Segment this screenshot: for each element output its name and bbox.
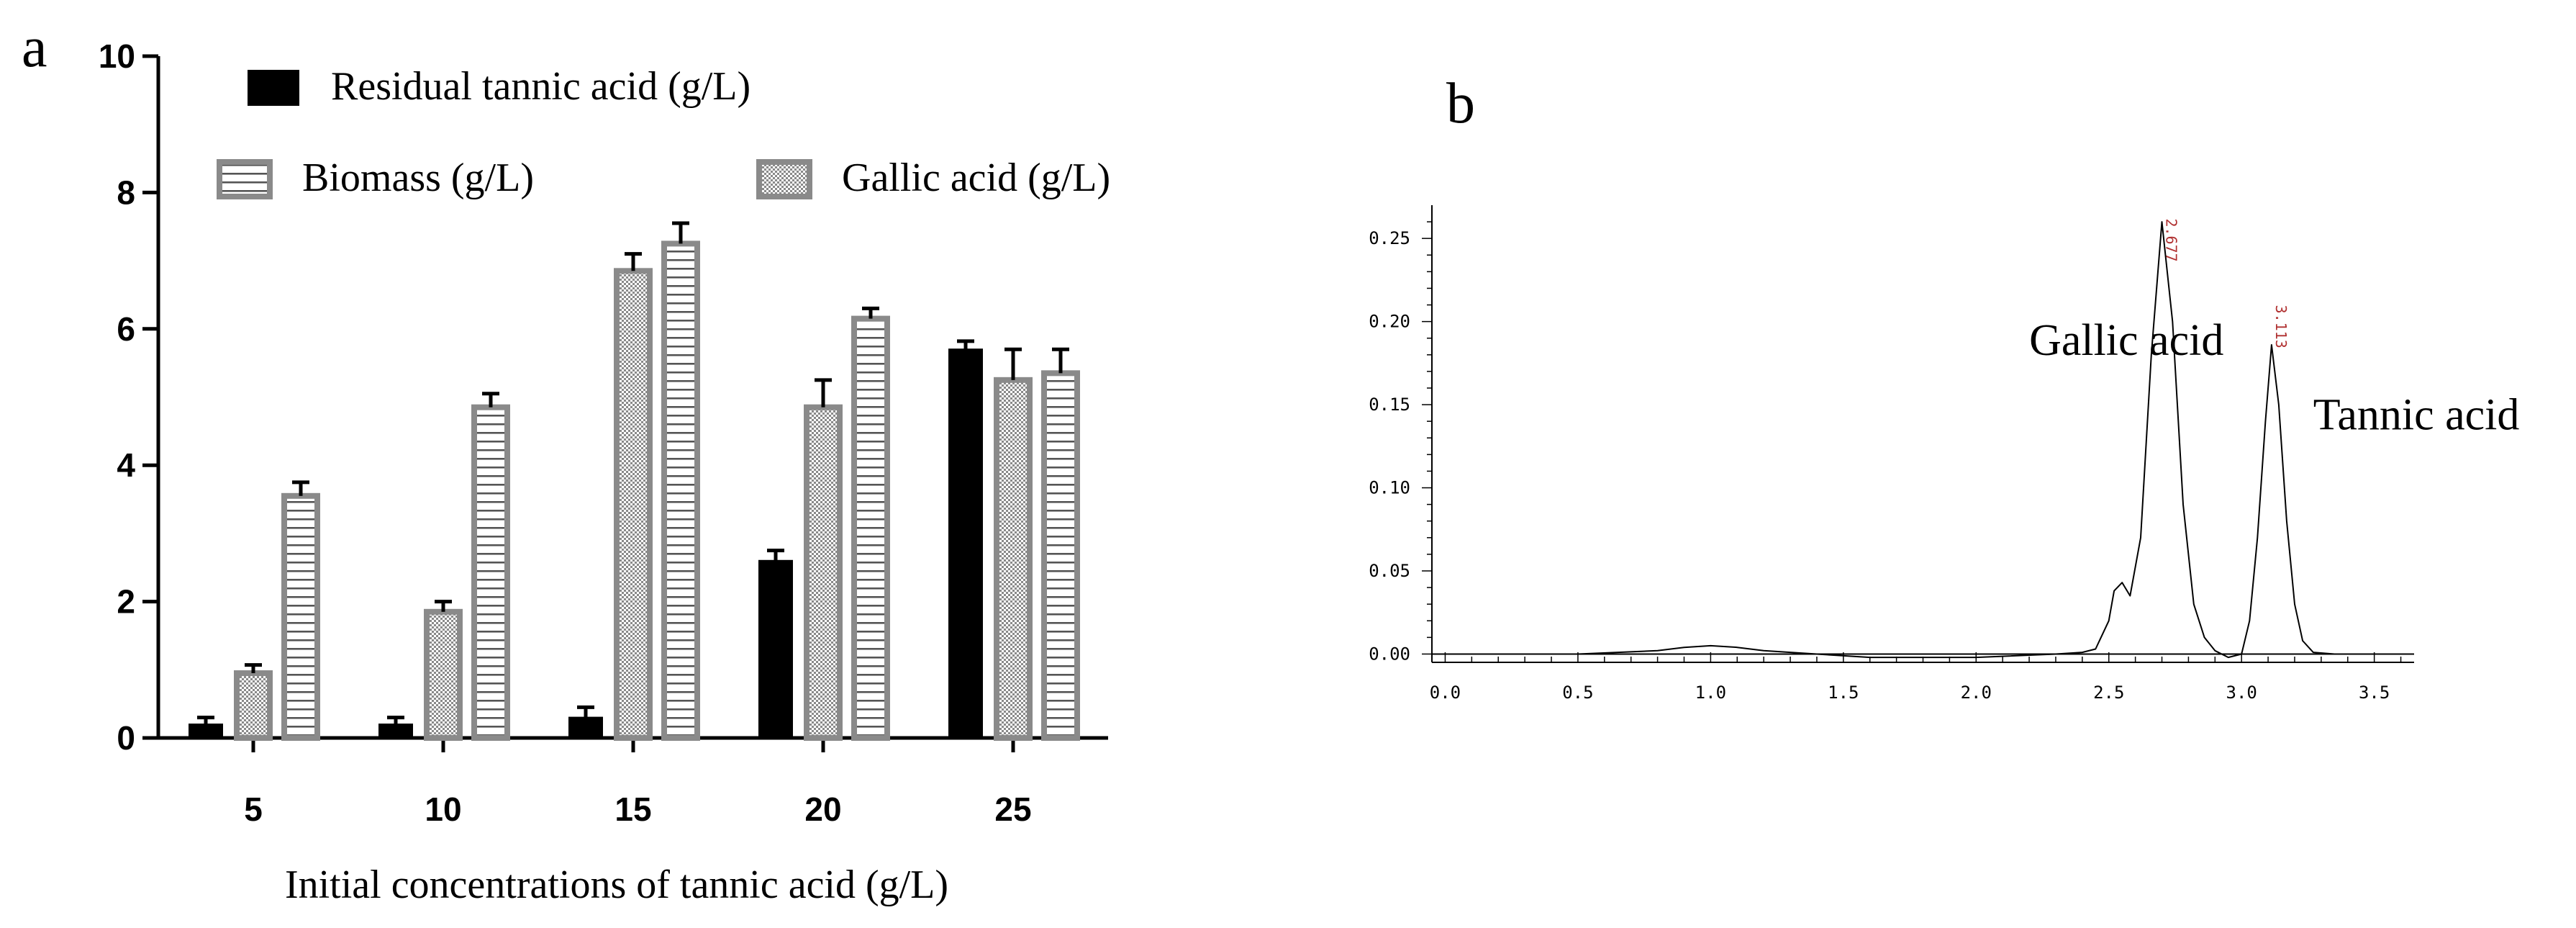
bar xyxy=(1041,370,1080,741)
peak-retention-label: 3.113 xyxy=(2272,305,2290,348)
bar-chart-panel-a: a 0 2 4 6 8 10 5 10 15 20 25 Initial concentratio… xyxy=(22,16,1110,907)
bar xyxy=(804,404,843,742)
bar xyxy=(189,724,223,739)
chromatogram-trace xyxy=(1432,221,2414,659)
chromatogram-axes xyxy=(1422,205,2414,663)
bar xyxy=(234,670,273,741)
x-tick-label: 1.5 xyxy=(1828,683,1859,703)
bar xyxy=(758,559,793,739)
y-tick-label: 0 xyxy=(117,719,135,757)
panel-label-b: b xyxy=(1446,72,1475,135)
x-tick-label: 10 xyxy=(425,790,461,828)
bar xyxy=(281,492,320,741)
bar xyxy=(568,716,603,739)
chromatogram-annotations: 2.677 3.113 Gallic acid Tannic acid xyxy=(2029,218,2519,439)
bar-chart-bars xyxy=(189,221,1080,742)
y-tick-label: 0.25 xyxy=(1369,228,1410,248)
y-tick-label: 0.20 xyxy=(1369,312,1410,332)
x-tick-label: 5 xyxy=(244,790,263,828)
legend-swatch xyxy=(217,159,273,199)
x-tick-label: 0.5 xyxy=(1562,683,1593,703)
bar xyxy=(948,348,983,739)
bar-chart-x-tick-labels: 5 10 15 20 25 xyxy=(244,790,1031,828)
bar xyxy=(424,608,463,741)
chromatogram-x-tick-labels: 0.0 0.5 1.0 1.5 2.0 2.5 3.0 3.5 xyxy=(1430,683,2390,703)
legend-label: Biomass (g/L) xyxy=(302,156,534,200)
y-tick-label: 4 xyxy=(117,446,135,484)
y-tick-label: 8 xyxy=(117,174,135,211)
chromatogram-line xyxy=(1432,221,2414,659)
legend-label: Residual tannic acid (g/L) xyxy=(331,64,750,109)
y-tick-label: 10 xyxy=(99,37,135,75)
bar xyxy=(851,315,890,742)
peak-annotation: Gallic acid xyxy=(2029,316,2223,365)
y-tick-label: 6 xyxy=(117,310,135,348)
bar xyxy=(614,268,653,741)
bar xyxy=(471,404,510,742)
x-tick-label: 25 xyxy=(994,790,1031,828)
y-tick-label: 2 xyxy=(117,583,135,621)
bar-chart-legend: Residual tannic acid (g/L) Gallic acid (g… xyxy=(217,64,1110,200)
x-tick-label: 3.5 xyxy=(2359,683,2390,703)
x-tick-label: 15 xyxy=(614,790,651,828)
peak-annotation: Tannic acid xyxy=(2313,391,2520,440)
bar xyxy=(994,377,1033,741)
legend-swatch xyxy=(248,70,299,106)
y-tick-label: 0.05 xyxy=(1369,561,1410,581)
y-tick-label: 0.00 xyxy=(1369,644,1410,664)
y-tick-label: 0.10 xyxy=(1369,478,1410,498)
y-tick-label: 0.15 xyxy=(1369,395,1410,415)
chromatogram-panel-b: b 0.0 0.5 1.0 1.5 2.0 2.5 3.0 3.5 0.000.050.100… xyxy=(1369,72,2519,703)
bar xyxy=(661,240,700,741)
x-tick-label: 2.0 xyxy=(1961,683,1992,703)
peak-retention-label: 2.677 xyxy=(2163,218,2180,261)
chromatogram-y-tick-labels: 0.00 0.05 0.10 0.15 0.20 0.25 xyxy=(1369,228,1410,664)
x-tick-label: 1.0 xyxy=(1695,683,1726,703)
bar-chart-x-axis-label: Initial concentrations of tannic acid (g… xyxy=(285,862,948,907)
bar-chart-y-tick-labels: 0 2 4 6 8 10 xyxy=(99,37,136,757)
x-tick-label: 2.5 xyxy=(2093,683,2124,703)
panel-label-a: a xyxy=(22,16,47,79)
legend-label: Gallic acid (g/L) xyxy=(842,156,1110,200)
x-tick-label: 20 xyxy=(804,790,841,828)
bar xyxy=(378,724,413,739)
legend-swatch xyxy=(756,159,812,199)
x-tick-label: 3.0 xyxy=(2226,683,2257,703)
x-tick-label: 0.0 xyxy=(1430,683,1461,703)
